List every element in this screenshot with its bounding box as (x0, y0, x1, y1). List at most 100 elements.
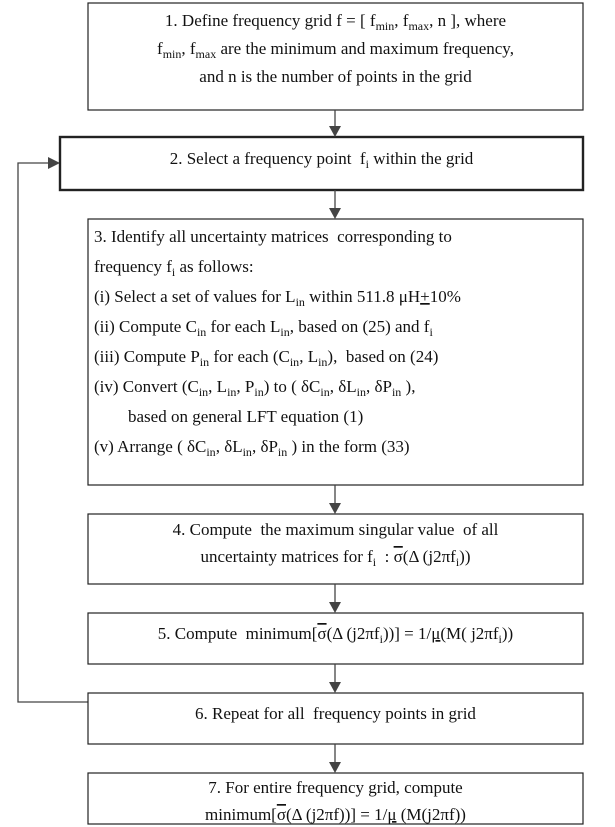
step-box (87, 2, 584, 111)
step-text: (i) Select a set of values for Lin​ with… (94, 287, 461, 309)
step-text: 6. Repeat for all frequency points in gr… (195, 704, 476, 723)
text-run: ) to ( δC (264, 377, 321, 396)
text-run: uncertainty matrices for f (200, 547, 373, 566)
text-run: ), based on (24) (327, 347, 438, 366)
step-box (87, 513, 584, 585)
text-run: minimum[ (205, 805, 277, 824)
text-run: (iii) Compute P (94, 347, 200, 366)
text-run: (M( j2πf (440, 624, 498, 643)
step-text: based on general LFT equation (1) (128, 407, 363, 426)
text-run: (ii) Compute C (94, 317, 197, 336)
text-run: )) (459, 547, 470, 566)
text-run: frequency f (94, 257, 172, 276)
step-text: 3. Identify all uncertainty matrices cor… (94, 227, 452, 246)
subscript: i (172, 265, 176, 279)
overlined-symbol: σ (317, 624, 326, 643)
text-run: (Δ (j2πf (327, 624, 380, 643)
subscript: max (196, 47, 217, 61)
text-run: (Δ (j2πf))] = 1/ (286, 805, 388, 824)
text-run: within 511.8 μH (305, 287, 420, 306)
subscript: i (366, 157, 370, 171)
subscript: i (373, 555, 377, 569)
subscript: in (357, 385, 366, 399)
step-text: 2. Select a frequency point fi​ within t… (170, 149, 474, 171)
arrowhead (329, 762, 341, 773)
subscript: in (320, 385, 329, 399)
underlined-symbol: + (420, 287, 430, 306)
subscript: in (290, 355, 299, 369)
text-run: (v) Arrange ( δC (94, 437, 206, 456)
subscript: min (376, 19, 395, 33)
step-box (58, 135, 585, 192)
step-box (87, 772, 584, 825)
step-box (87, 692, 584, 745)
subscript: in (206, 445, 215, 459)
text-run: are the minimum and maximum frequency, (216, 39, 514, 58)
step-text: 5. Compute minimum[σ(Δ (j2πfi​))] = 1/μ(… (158, 624, 513, 646)
text-run: 10% (430, 287, 461, 306)
arrowhead (329, 503, 341, 514)
text-run: , n ], where (429, 11, 506, 30)
step-text: (ii) Compute Cin​ for each Lin​, based o… (94, 317, 433, 339)
text-run: (iv) Convert (C (94, 377, 199, 396)
step-text: (v) Arrange ( δCin​, δLin​, δPin​ ) in t… (94, 437, 410, 459)
step-text: fmin​, fmax​ are the minimum and maximum… (157, 39, 514, 61)
text-run: as follows: (175, 257, 253, 276)
subscript: in (280, 325, 289, 339)
text-run: for each (C (209, 347, 290, 366)
text-run: 6. Repeat for all frequency points in gr… (195, 704, 476, 723)
text-run: and n is the number of points in the gri… (199, 67, 472, 86)
text-run: within the grid (369, 149, 474, 168)
text-run: ) in the form (33) (287, 437, 409, 456)
text-run: , based on (25) and f (290, 317, 430, 336)
text-run: )) (502, 624, 513, 643)
text-run: , L (208, 377, 227, 396)
step-text: minimum[σ(Δ (j2πf))] = 1/μ (M(j2πf)) (205, 805, 466, 824)
text-run: 3. Identify all uncertainty matrices cor… (94, 227, 452, 246)
subscript: in (199, 385, 208, 399)
text-run: (i) Select a set of values for L (94, 287, 296, 306)
step-text: uncertainty matrices for fi​ : σ(Δ (j2πf… (200, 547, 470, 569)
feedback-arrowhead (48, 157, 60, 169)
text-run: , f (394, 11, 409, 30)
step-text: and n is the number of points in the gri… (199, 67, 472, 86)
text-run: , P (236, 377, 254, 396)
text-run: , δP (366, 377, 392, 396)
step-text: 7. For entire frequency grid, compute (208, 778, 462, 797)
text-run: based on general LFT equation (1) (128, 407, 363, 426)
text-run: for each L (206, 317, 280, 336)
text-run: , δL (330, 377, 357, 396)
text-run: 2. Select a frequency point f (170, 149, 366, 168)
subscript: in (278, 445, 287, 459)
arrowhead (329, 602, 341, 613)
feedback-line (17, 162, 88, 703)
arrowhead (329, 126, 341, 137)
text-run: : (376, 547, 393, 566)
subscript: in (243, 445, 252, 459)
text-run: 7. For entire frequency grid, compute (208, 778, 462, 797)
step-box (87, 218, 584, 486)
step-text: frequency fi​ as follows: (94, 257, 254, 279)
arrowhead (329, 208, 341, 219)
text-run: , δL (216, 437, 243, 456)
subscript: in (227, 385, 236, 399)
overlined-symbol: σ (277, 805, 286, 824)
text-run: (M(j2πf)) (396, 805, 465, 824)
text-run: , δP (252, 437, 278, 456)
subscript: min (163, 47, 182, 61)
subscript: in (392, 385, 401, 399)
text-run: , L (299, 347, 318, 366)
underlined-symbol: μ (431, 624, 440, 643)
subscript: in (200, 355, 209, 369)
subscript: i (429, 325, 433, 339)
subscript: i (380, 632, 384, 646)
subscript: i (456, 555, 460, 569)
step-text: 4. Compute the maximum singular value of… (173, 520, 499, 539)
step-text: (iv) Convert (Cin​, Lin​, Pin​) to ( δCi… (94, 377, 415, 399)
step-box (87, 612, 584, 665)
underlined-symbol: μ (387, 805, 396, 824)
text-run: 4. Compute the maximum singular value of… (173, 520, 499, 539)
text-run: , f (181, 39, 196, 58)
subscript: in (318, 355, 327, 369)
